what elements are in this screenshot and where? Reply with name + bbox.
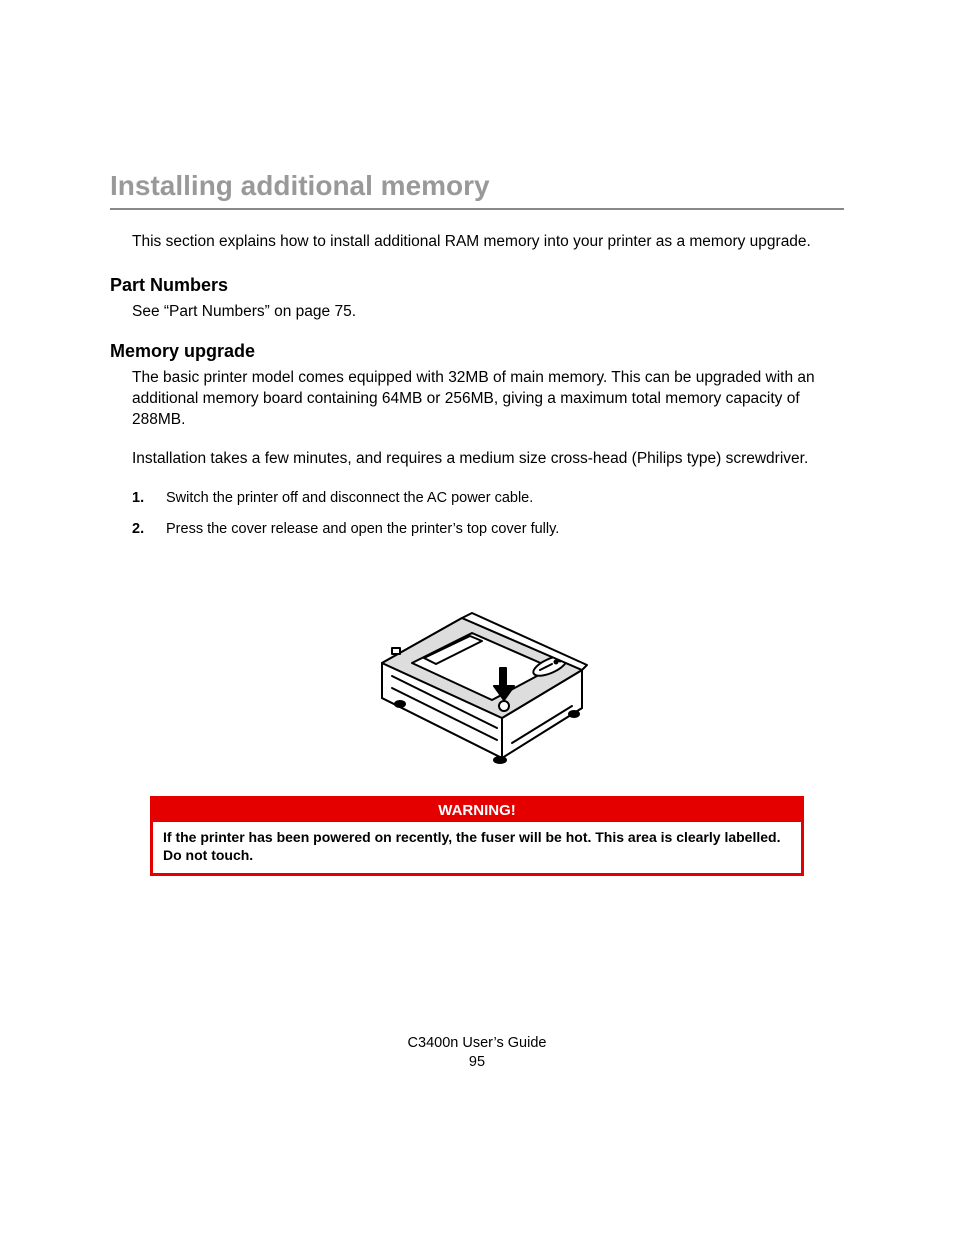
part-numbers-text: See “Part Numbers” on page 75. [132, 302, 844, 323]
step-list: 1. Switch the printer off and disconnect… [132, 488, 844, 540]
step-number: 2. [132, 519, 166, 540]
page-footer: C3400n User’s Guide 95 [0, 1034, 954, 1073]
warning-header: WARNING! [153, 799, 801, 822]
memory-upgrade-p2: Installation takes a few minutes, and re… [132, 449, 844, 470]
step-item: 1. Switch the printer off and disconnect… [132, 488, 844, 509]
footer-page-number: 95 [0, 1053, 954, 1073]
step-number: 1. [132, 488, 166, 509]
footer-guide-name: C3400n User’s Guide [0, 1034, 954, 1054]
intro-paragraph: This section explains how to install add… [132, 232, 844, 253]
step-text: Switch the printer off and disconnect th… [166, 488, 533, 509]
step-item: 2. Press the cover release and open the … [132, 519, 844, 540]
step-text: Press the cover release and open the pri… [166, 519, 559, 540]
page-title: Installing additional memory [110, 170, 844, 210]
memory-upgrade-p1: The basic printer model comes equipped w… [132, 368, 844, 431]
warning-body: If the printer has been powered on recen… [153, 822, 801, 874]
printer-illustration [110, 558, 844, 768]
warning-box: WARNING! If the printer has been powered… [150, 796, 804, 877]
printer-line-drawing-icon [352, 558, 602, 768]
heading-part-numbers: Part Numbers [110, 275, 844, 296]
heading-memory-upgrade: Memory upgrade [110, 341, 844, 362]
